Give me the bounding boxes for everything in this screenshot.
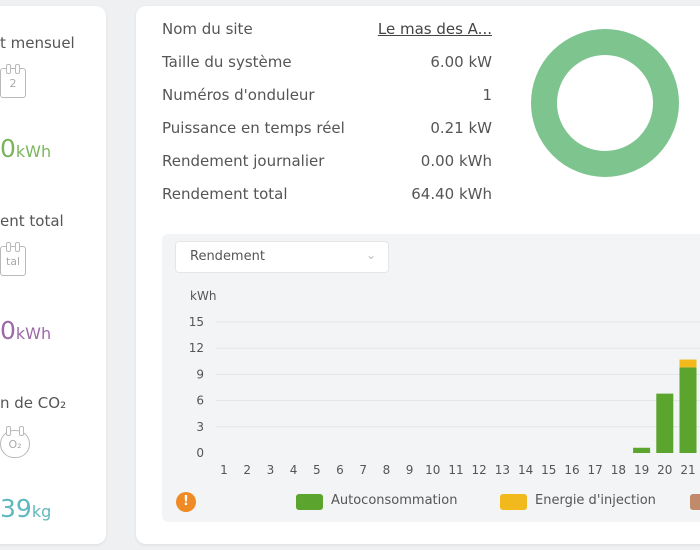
x-tick-label: 14 (518, 463, 533, 477)
x-tick-label: 17 (588, 463, 603, 477)
site-info-row: Puissance en temps réel 0.21 kW (162, 119, 492, 141)
co2-value: 39kg (0, 494, 51, 523)
monthly-yield-unit: kWh (15, 142, 52, 161)
site-info-row: Rendement journalier 0.00 kWh (162, 152, 492, 174)
site-info-value: 0.00 kWh (420, 152, 492, 170)
site-info-row: Numéros d'onduleur 1 (162, 86, 492, 108)
x-tick-label: 5 (313, 463, 321, 477)
chart-legend: ! Autoconsommation Energie d'injection (162, 486, 700, 516)
legend-swatch (296, 494, 323, 510)
x-tick-label: 21 (680, 463, 695, 477)
monthly-yield-label: t mensuel (0, 34, 75, 52)
x-tick-label: 8 (383, 463, 391, 477)
monthly-yield-number: 0 (0, 134, 16, 163)
x-tick-label: 6 (336, 463, 344, 477)
legend-label: Energie d'injection (535, 493, 656, 508)
x-tick-label: 1 (220, 463, 228, 477)
x-tick-label: 15 (541, 463, 556, 477)
co2-cloud-icon: O₂ (0, 426, 30, 458)
site-info-key: Puissance en temps réel (162, 119, 345, 137)
x-tick-label: 16 (564, 463, 579, 477)
site-info-value: 1 (482, 86, 492, 104)
x-tick-label: 10 (425, 463, 440, 477)
x-tick-label: 3 (267, 463, 275, 477)
y-tick-label: 3 (196, 420, 204, 434)
x-tick-label: 7 (359, 463, 367, 477)
x-tick-label: 13 (495, 463, 510, 477)
site-info-row: Rendement total 64.40 kWh (162, 185, 492, 207)
site-info-key: Taille du système (162, 53, 292, 71)
site-info-row: Taille du système 6.00 kW (162, 53, 492, 75)
site-info-value: 6.00 kW (430, 53, 492, 71)
bar-injection[interactable] (679, 359, 697, 368)
y-tick-label: 12 (189, 341, 204, 355)
site-info-value: 0.21 kW (430, 119, 492, 137)
y-axis-label: kWh (190, 289, 216, 303)
bar-autoconsommation[interactable] (679, 367, 697, 453)
x-tick-label: 12 (472, 463, 487, 477)
warning-icon[interactable]: ! (176, 492, 196, 512)
calendar-total-icon-text: tal (5, 255, 21, 268)
site-info-key: Rendement journalier (162, 152, 325, 170)
status-donut-chart (531, 29, 679, 177)
co2-icon-text: O₂ (8, 438, 22, 451)
site-overview-card: Nom du site Le mas des A... Taille du syst… (136, 6, 700, 544)
x-tick-label: 9 (406, 463, 414, 477)
co2-number: 39 (0, 494, 32, 523)
site-info-row: Nom du site Le mas des A... (162, 20, 492, 42)
total-yield-label: ent total (0, 212, 64, 230)
calendar-icon-text: 2 (9, 77, 17, 90)
legend-swatch (500, 494, 527, 510)
bar-autoconsommation[interactable] (656, 393, 674, 453)
x-tick-label: 20 (657, 463, 672, 477)
legend-label: Autoconsommation (331, 493, 458, 508)
calendar-total-icon: tal (0, 242, 26, 276)
total-yield-number: 0 (0, 316, 16, 345)
x-tick-label: 4 (290, 463, 298, 477)
site-info-key: Rendement total (162, 185, 288, 203)
metric-dropdown[interactable]: Rendement ⌄ (176, 242, 388, 272)
yield-chart-panel: kWh 0 3 6 9 12 15 1 2 3 4 5 6 7 8 9 10 11 12 13 14 15 16 17 18 19… (162, 234, 700, 522)
total-yield-unit: kWh (15, 324, 52, 343)
total-yield-value: 0kWh (0, 316, 51, 345)
co2-unit: kg (31, 502, 52, 521)
site-info-value: 64.40 kWh (411, 185, 492, 203)
donut-ring (531, 29, 679, 177)
co2-label: n de CO₂ (0, 394, 67, 412)
x-tick-label: 18 (611, 463, 626, 477)
x-tick-label: 19 (634, 463, 649, 477)
legend-swatch (690, 494, 700, 510)
calendar-icon: 2 (0, 64, 26, 98)
metric-dropdown-value: Rendement (190, 249, 265, 264)
y-tick-label: 9 (196, 367, 204, 381)
y-tick-label: 6 (196, 394, 204, 408)
site-name-link[interactable]: Le mas des A... (377, 20, 492, 38)
stats-card: t mensuel 2 0kWh ent total tal 0kWh n de… (0, 6, 106, 544)
x-tick-label: 2 (243, 463, 251, 477)
x-tick-label: 11 (448, 463, 463, 477)
chevron-down-icon: ⌄ (365, 248, 376, 262)
site-info-key: Numéros d'onduleur (162, 86, 315, 104)
site-info-key: Nom du site (162, 20, 253, 38)
y-tick-label: 0 (196, 446, 204, 460)
bar-autoconsommation[interactable] (633, 447, 651, 453)
y-tick-label: 15 (189, 315, 204, 329)
monthly-yield-value: 0kWh (0, 134, 51, 163)
